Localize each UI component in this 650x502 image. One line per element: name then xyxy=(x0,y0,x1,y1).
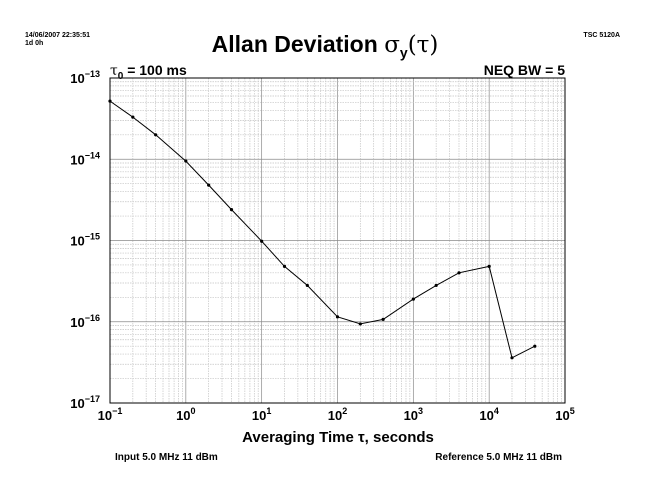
title-sigma: σ xyxy=(384,32,400,58)
duration-text: 1d 0h xyxy=(25,40,44,47)
x-tick-label: 102 xyxy=(328,406,347,423)
chart-area: 10−1 100 101 102 103 104 105 10−1310−1410−1510… xyxy=(70,69,575,423)
plot-frame xyxy=(109,77,566,404)
data-point xyxy=(487,264,491,268)
data-point xyxy=(282,264,287,268)
data-point xyxy=(207,183,211,187)
data-point xyxy=(229,208,234,212)
x-tick-label: 105 xyxy=(555,406,574,423)
grid xyxy=(110,78,565,403)
neq-bw-annotation: NEQ BW = 5 xyxy=(483,62,565,78)
x-tick-labels: 10−1 100 101 102 103 104 105 xyxy=(98,406,575,423)
tau-subscript: 0 xyxy=(117,70,124,82)
tau-symbol: τ xyxy=(110,63,118,79)
timestamp-block: 14/06/2007 22:35:51 1d 0h xyxy=(25,32,90,48)
instrument-label: TSC 5120A xyxy=(583,32,620,39)
tau-value: = 100 ms xyxy=(123,62,187,78)
x-tick-label: 10−1 xyxy=(98,406,123,423)
title-argument: (τ) xyxy=(407,32,439,58)
y-tick-labels: 10−13 10−14 10−15 10−16 10−17 xyxy=(70,69,100,411)
data-point xyxy=(533,344,537,348)
data-point xyxy=(457,271,461,275)
data-point xyxy=(335,315,340,319)
data-point xyxy=(358,322,362,326)
x-tick-label: 104 xyxy=(479,406,498,423)
x-tick-label: 103 xyxy=(404,406,423,423)
data-point xyxy=(381,317,385,321)
title-main: Allan Deviation xyxy=(211,31,385,57)
data-point xyxy=(108,99,112,103)
data-point xyxy=(154,133,158,137)
data-point xyxy=(434,283,438,288)
y-tick-label: 10−13 xyxy=(70,69,100,86)
y-tick-label: 10−15 xyxy=(70,232,100,249)
timestamp-text: 14/06/2007 22:35:51 xyxy=(25,32,90,39)
reference-info: Reference 5.0 MHz 11 dBm xyxy=(435,452,562,463)
chart-title: Allan Deviation σy(τ) xyxy=(0,31,650,61)
data-point xyxy=(411,297,415,301)
x-tick-label: 100 xyxy=(176,406,195,423)
data-point xyxy=(305,283,309,288)
y-tick-label: 10−17 xyxy=(70,394,100,411)
data-point xyxy=(260,239,264,243)
y-tick-label: 10−14 xyxy=(70,150,100,167)
data-point xyxy=(184,159,188,163)
allan-deviation-line xyxy=(109,100,536,359)
data-point xyxy=(131,115,135,119)
x-axis-label: Averaging Time τ, seconds xyxy=(242,429,434,446)
data-points xyxy=(108,99,537,360)
tau-zero-annotation: τ0 = 100 ms xyxy=(110,62,187,82)
x-tick-label: 101 xyxy=(252,406,271,423)
input-info: Input 5.0 MHz 11 dBm xyxy=(115,452,218,463)
y-tick-label: 10−16 xyxy=(70,313,100,330)
data-point xyxy=(510,356,514,360)
title-subscript: y xyxy=(399,44,408,61)
